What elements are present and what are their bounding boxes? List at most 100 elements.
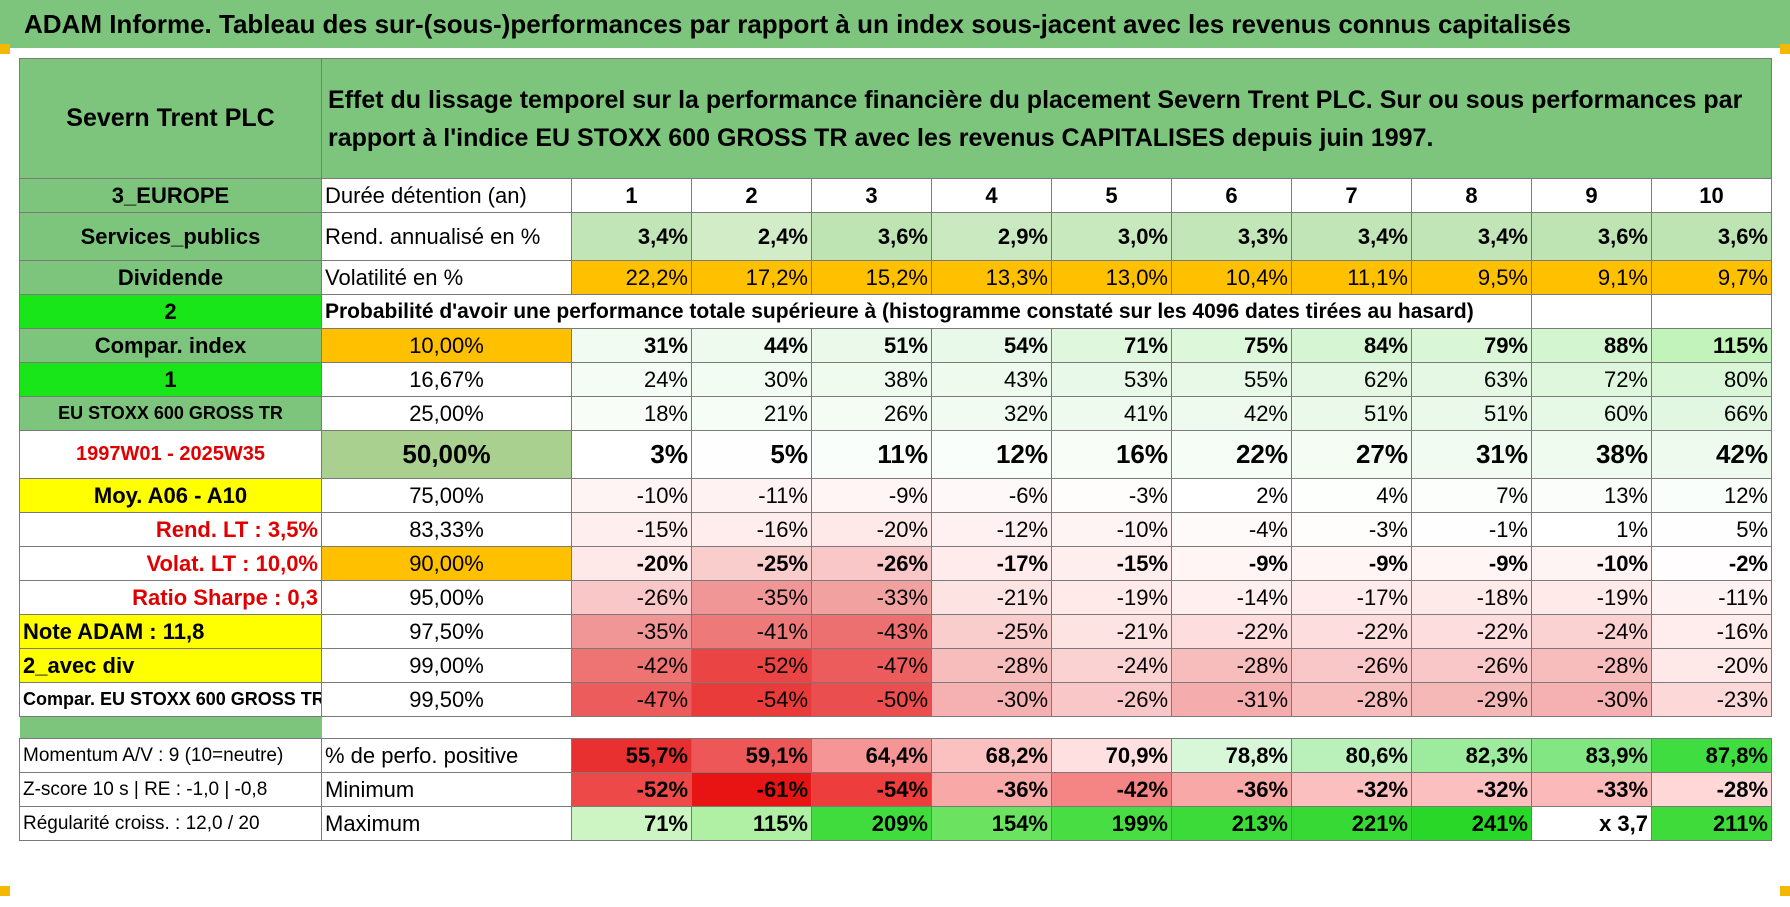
maximum-value: 71%	[571, 806, 692, 841]
percentile-value: -3%	[1291, 512, 1412, 547]
percentile-threshold: 10,00%	[321, 328, 572, 363]
percentile-value: -26%	[571, 580, 692, 615]
percentile-threshold: 50,00%	[321, 430, 572, 479]
percentile-value: 88%	[1531, 328, 1652, 363]
durations-left: 3_EUROPE	[19, 178, 322, 213]
percentile-value: -43%	[811, 614, 932, 649]
percentile-left-label: Volat. LT : 10,0%	[19, 546, 322, 581]
spacer-fill	[321, 716, 1772, 739]
spacer-row	[19, 716, 1772, 739]
volatility-value: 9,1%	[1531, 260, 1652, 295]
momentum-row: Momentum A/V : 9 (10=neutre)% de perfo. …	[19, 738, 1772, 773]
percentile-value: -10%	[1051, 512, 1172, 547]
returns-value: 2,9%	[931, 212, 1052, 261]
volatility-row: Dividende Volatilité en % 22,2% 17,2% 15,2% 1…	[19, 260, 1772, 295]
percentile-value: -20%	[571, 546, 692, 581]
percentile-value: -22%	[1171, 614, 1292, 649]
maximum-value: 199%	[1051, 806, 1172, 841]
momentum-value: 59,1%	[691, 738, 812, 773]
percentile-value: 115%	[1651, 328, 1772, 363]
percentile-value: 79%	[1411, 328, 1532, 363]
percentile-value: 63%	[1411, 362, 1532, 397]
percentile-left-label: 1997W01 - 2025W35	[19, 430, 322, 479]
percentile-value: 3%	[571, 430, 692, 479]
momentum-label: % de perfo. positive	[321, 738, 572, 773]
durations-value: 5	[1051, 178, 1172, 213]
percentile-value: -47%	[571, 682, 692, 717]
percentile-value: -16%	[1651, 614, 1772, 649]
momentum-left: Momentum A/V : 9 (10=neutre)	[19, 738, 322, 773]
percentile-value: 71%	[1051, 328, 1172, 363]
durations-value: 6	[1171, 178, 1292, 213]
minimum-value: -28%	[1651, 772, 1772, 807]
momentum-value: 78,8%	[1171, 738, 1292, 773]
volatility-value: 9,5%	[1411, 260, 1532, 295]
percentile-value: 12%	[931, 430, 1052, 479]
returns-row: Services_publics Rend. annualisé en % 3,4%…	[19, 212, 1772, 261]
maximum-left: Régularité croiss. : 12,0 / 20	[19, 806, 322, 841]
percentile-value: 4%	[1291, 478, 1412, 513]
percentile-value: 30%	[691, 362, 812, 397]
percentile-value: 41%	[1051, 396, 1172, 431]
returns-value: 3,6%	[1651, 212, 1772, 261]
percentile-value: -9%	[1291, 546, 1412, 581]
durations-label: Durée détention (an)	[321, 178, 572, 213]
minimum-label: Minimum	[321, 772, 572, 807]
durations-value: 8	[1411, 178, 1532, 213]
maximum-row: Régularité croiss. : 12,0 / 20 Maximum 71%…	[19, 806, 1772, 841]
header-description: Effet du lissage temporel sur la perform…	[321, 58, 1772, 179]
percentile-value: 66%	[1651, 396, 1772, 431]
percentile-row: 2_avec div 99,00% -42% -52% -47% -28% -24% -28%…	[19, 648, 1772, 683]
minimum-value: -36%	[1171, 772, 1292, 807]
percentile-value: 53%	[1051, 362, 1172, 397]
percentile-rows: Compar. index 10,00% 31% 44% 51% 54% 71% 75% 84%…	[19, 328, 1772, 717]
percentile-value: -12%	[931, 512, 1052, 547]
volatility-value: 22,2%	[571, 260, 692, 295]
momentum-value: 87,8%	[1651, 738, 1772, 773]
performance-table: Severn Trent PLC Effet du lissage tempor…	[19, 58, 1772, 841]
percentile-value: -10%	[571, 478, 692, 513]
percentile-value: -52%	[691, 648, 812, 683]
percentile-value: -28%	[1171, 648, 1292, 683]
durations-value: 1	[571, 178, 692, 213]
percentile-value: -24%	[1531, 614, 1652, 649]
percentile-value: -25%	[691, 546, 812, 581]
durations-value: 3	[811, 178, 932, 213]
percentile-value: -25%	[931, 614, 1052, 649]
percentile-value: 32%	[931, 396, 1052, 431]
percentile-value: -30%	[1531, 682, 1652, 717]
minimum-value: -54%	[811, 772, 932, 807]
momentum-value: 82,3%	[1411, 738, 1532, 773]
percentile-value: -26%	[1051, 682, 1172, 717]
returns-value: 3,4%	[571, 212, 692, 261]
minimum-left: Z-score 10 s | RE : -1,0 | -0,8	[19, 772, 322, 807]
percentile-value: 60%	[1531, 396, 1652, 431]
spacer-left	[19, 716, 322, 739]
percentile-value: -31%	[1171, 682, 1292, 717]
percentile-value: 1%	[1531, 512, 1652, 547]
percentile-value: 80%	[1651, 362, 1772, 397]
percentile-value: -22%	[1291, 614, 1412, 649]
percentile-left-label: Ratio Sharpe : 0,3	[19, 580, 322, 615]
percentile-threshold: 83,33%	[321, 512, 572, 547]
percentile-value: -28%	[931, 648, 1052, 683]
returns-value: 3,4%	[1291, 212, 1412, 261]
percentile-value: -41%	[691, 614, 812, 649]
returns-left: Services_publics	[19, 212, 322, 261]
percentile-left-label: 2_avec div	[19, 648, 322, 683]
percentile-left-label: Rend. LT : 3,5%	[19, 512, 322, 547]
percentile-value: -26%	[811, 546, 932, 581]
volatility-value: 13,0%	[1051, 260, 1172, 295]
header-row: Severn Trent PLC Effet du lissage tempor…	[19, 58, 1772, 179]
percentile-row: Volat. LT : 10,0% 90,00% -20% -25% -26% -17% -…	[19, 546, 1772, 581]
percentile-value: -21%	[1051, 614, 1172, 649]
minimum-value: -42%	[1051, 772, 1172, 807]
minimum-value: -32%	[1291, 772, 1412, 807]
probability-blank-1	[1531, 294, 1652, 329]
maximum-value: 241%	[1411, 806, 1532, 841]
percentile-value: -17%	[931, 546, 1052, 581]
percentile-row: Note ADAM : 11,8 97,50% -35% -41% -43% -25% -2…	[19, 614, 1772, 649]
maximum-value: 154%	[931, 806, 1052, 841]
percentile-threshold: 99,50%	[321, 682, 572, 717]
percentile-value: 54%	[931, 328, 1052, 363]
